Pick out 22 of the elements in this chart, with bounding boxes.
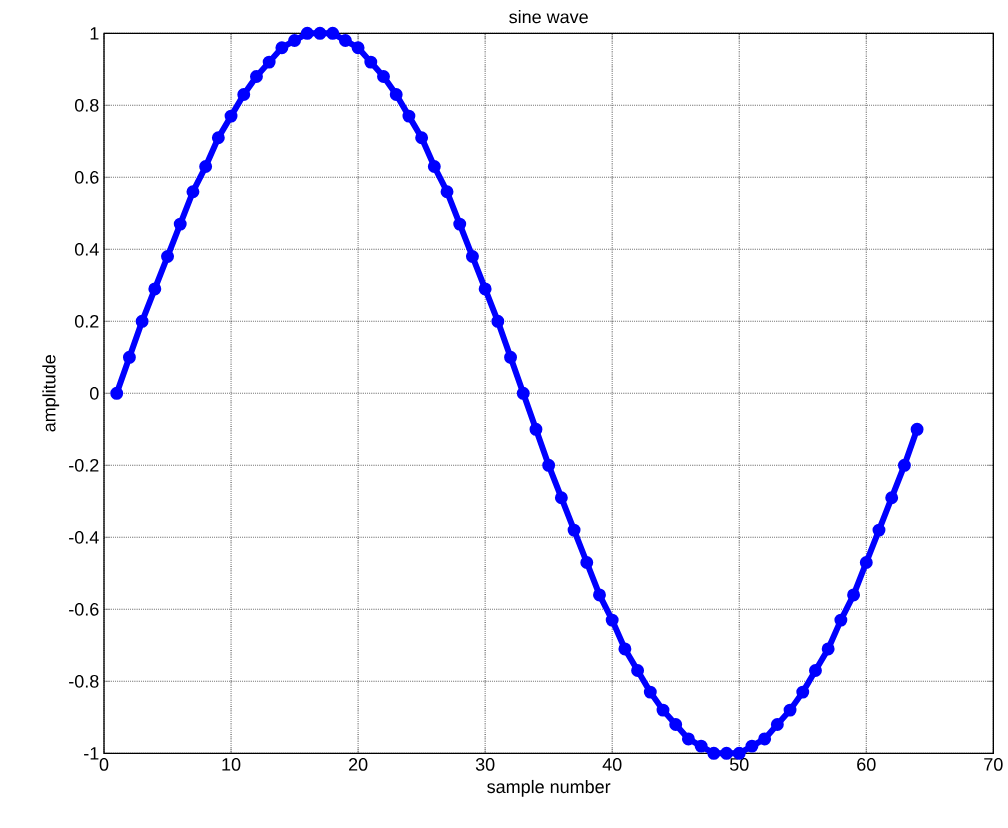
y-tick-label: -0.2 [69, 458, 99, 472]
y-tick-label: 0.4 [74, 242, 99, 256]
y-tick-label: 0.2 [74, 314, 99, 328]
y-axis-title: amplitude [42, 355, 60, 432]
x-tick-label: 50 [729, 758, 749, 771]
y-tick-label: -0.8 [69, 674, 99, 688]
y-tick-label: -1 [84, 747, 99, 760]
y-tick-label: -0.4 [69, 530, 99, 544]
x-tick-label: 70 [984, 758, 1003, 771]
x-tick-label: 0 [99, 758, 109, 771]
x-tick-label: 60 [857, 758, 876, 771]
y-tick-label: 0 [89, 386, 99, 400]
y-tick-label: 0.6 [74, 170, 99, 184]
x-tick-label: 30 [475, 758, 495, 771]
x-axis-title: sample number [487, 779, 611, 797]
x-tick-label: 10 [222, 758, 241, 771]
chart-title: sine wave [509, 10, 588, 24]
x-tick-label: 40 [602, 758, 622, 771]
x-tick-label: 20 [348, 758, 368, 771]
y-tick-label: 1 [90, 27, 99, 40]
y-tick-label: -0.6 [69, 602, 99, 616]
y-tick-label: 0.8 [74, 98, 99, 112]
